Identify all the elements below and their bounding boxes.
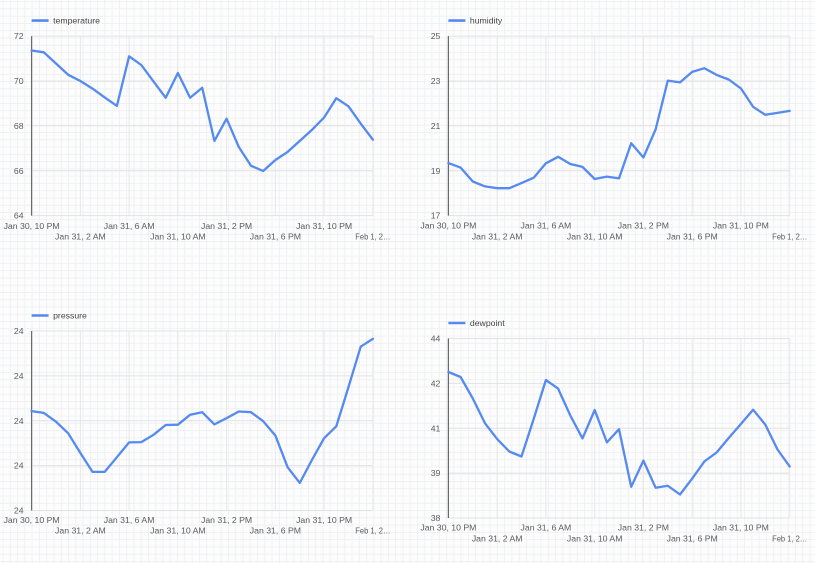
svg-text:Jan 31, 2 PM: Jan 31, 2 PM bbox=[618, 522, 669, 532]
svg-text:Jan 31, 6 AM: Jan 31, 6 AM bbox=[104, 221, 155, 231]
svg-text:Jan 31, 6 AM: Jan 31, 6 AM bbox=[521, 522, 572, 532]
svg-text:Jan 31, 6 PM: Jan 31, 6 PM bbox=[250, 232, 301, 242]
svg-text:humidity: humidity bbox=[470, 16, 503, 26]
svg-text:24: 24 bbox=[14, 461, 24, 471]
svg-text:Jan 31, 6 PM: Jan 31, 6 PM bbox=[667, 231, 718, 241]
svg-text:temperature: temperature bbox=[53, 16, 100, 26]
svg-text:Jan 31, 2 AM: Jan 31, 2 AM bbox=[472, 533, 523, 543]
svg-text:Jan 31, 10 PM: Jan 31, 10 PM bbox=[713, 221, 769, 231]
svg-text:Jan 31, 2 PM: Jan 31, 2 PM bbox=[618, 221, 669, 231]
svg-text:Jan 31, 10 PM: Jan 31, 10 PM bbox=[296, 221, 352, 231]
svg-text:25: 25 bbox=[431, 31, 441, 41]
svg-text:Jan 31, 10 PM: Jan 31, 10 PM bbox=[296, 515, 352, 525]
svg-text:41: 41 bbox=[431, 423, 441, 433]
svg-text:Jan 31, 10 AM: Jan 31, 10 AM bbox=[150, 232, 206, 242]
svg-text:Jan 31, 6 PM: Jan 31, 6 PM bbox=[250, 526, 301, 536]
svg-text:68: 68 bbox=[14, 121, 24, 131]
svg-text:Jan 31, 2 PM: Jan 31, 2 PM bbox=[201, 221, 252, 231]
svg-text:Jan 31, 2 AM: Jan 31, 2 AM bbox=[472, 231, 523, 241]
svg-text:dewpoint: dewpoint bbox=[470, 318, 505, 328]
svg-text:39: 39 bbox=[431, 468, 441, 478]
svg-text:Jan 31, 6 AM: Jan 31, 6 AM bbox=[104, 515, 155, 525]
svg-text:24: 24 bbox=[14, 506, 24, 516]
svg-text:Feb 1, 2…: Feb 1, 2… bbox=[772, 231, 807, 241]
svg-text:42: 42 bbox=[431, 379, 441, 389]
svg-text:Feb 1, 2…: Feb 1, 2… bbox=[355, 526, 390, 536]
svg-text:24: 24 bbox=[14, 371, 24, 381]
svg-text:Feb 1, 2…: Feb 1, 2… bbox=[772, 533, 807, 543]
svg-text:Jan 31, 6 AM: Jan 31, 6 AM bbox=[521, 221, 572, 231]
svg-text:Jan 31, 6 PM: Jan 31, 6 PM bbox=[667, 533, 718, 543]
svg-text:Jan 31, 10 AM: Jan 31, 10 AM bbox=[150, 526, 206, 536]
svg-text:66: 66 bbox=[14, 166, 24, 176]
svg-text:Jan 31, 2 AM: Jan 31, 2 AM bbox=[55, 526, 106, 536]
svg-text:Jan 31, 2 AM: Jan 31, 2 AM bbox=[55, 232, 106, 242]
svg-text:38: 38 bbox=[431, 513, 441, 523]
svg-text:Jan 31, 2 PM: Jan 31, 2 PM bbox=[201, 515, 252, 525]
svg-text:Jan 30, 10 PM: Jan 30, 10 PM bbox=[4, 221, 60, 231]
svg-text:21: 21 bbox=[431, 121, 441, 131]
svg-text:70: 70 bbox=[14, 76, 24, 86]
svg-text:Jan 31, 10 PM: Jan 31, 10 PM bbox=[713, 522, 769, 532]
svg-text:Jan 31, 10 AM: Jan 31, 10 AM bbox=[567, 231, 623, 241]
svg-text:pressure: pressure bbox=[53, 311, 87, 321]
svg-text:Jan 30, 10 PM: Jan 30, 10 PM bbox=[420, 522, 476, 532]
svg-text:23: 23 bbox=[431, 76, 441, 86]
svg-text:64: 64 bbox=[14, 211, 24, 221]
svg-text:17: 17 bbox=[431, 211, 441, 221]
svg-text:72: 72 bbox=[14, 31, 24, 41]
svg-text:Feb 1, 2…: Feb 1, 2… bbox=[355, 232, 390, 242]
svg-text:44: 44 bbox=[431, 334, 441, 344]
svg-text:Jan 31, 10 AM: Jan 31, 10 AM bbox=[567, 533, 623, 543]
svg-text:19: 19 bbox=[431, 166, 441, 176]
svg-text:Jan 30, 10 PM: Jan 30, 10 PM bbox=[4, 515, 60, 525]
svg-text:Jan 30, 10 PM: Jan 30, 10 PM bbox=[420, 221, 476, 231]
svg-text:24: 24 bbox=[14, 416, 24, 426]
svg-text:24: 24 bbox=[14, 326, 24, 336]
